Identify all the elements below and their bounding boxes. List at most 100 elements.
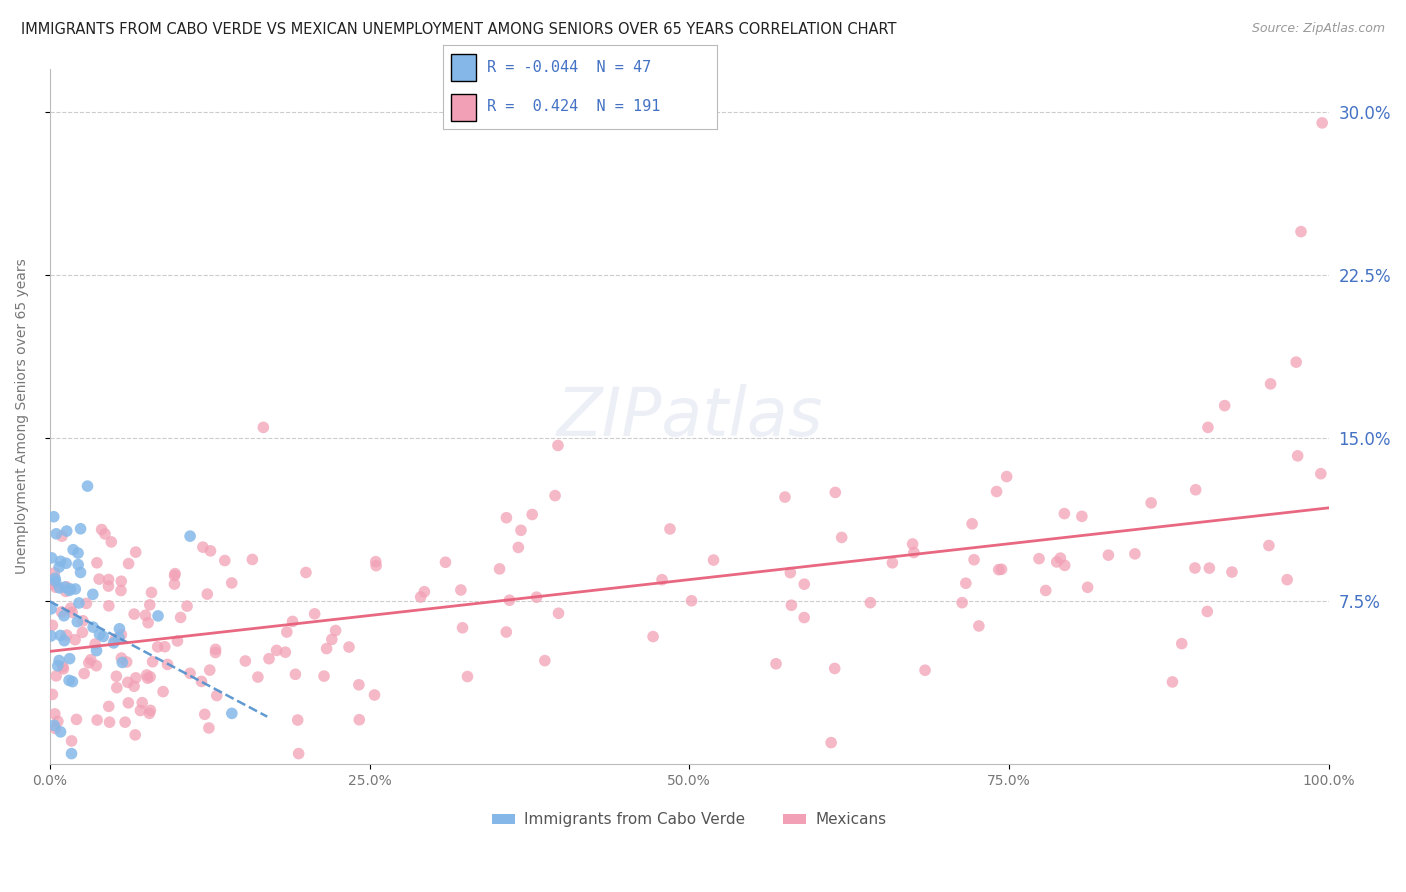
Point <box>129 704 152 718</box>
Point <box>44 706 66 721</box>
Point <box>51 529 73 543</box>
Point <box>59 601 82 615</box>
Point <box>221 576 243 591</box>
Point <box>987 563 1010 577</box>
Point <box>526 590 548 604</box>
Point <box>1140 496 1163 510</box>
Point <box>451 621 474 635</box>
Point <box>179 529 201 543</box>
Point <box>495 510 517 524</box>
Point <box>859 596 882 610</box>
Point <box>963 552 986 566</box>
Point <box>257 651 280 665</box>
Point <box>49 554 72 568</box>
Point <box>780 599 803 613</box>
Point <box>91 630 114 644</box>
Point <box>1053 558 1076 573</box>
Point <box>84 658 107 673</box>
Point <box>153 640 176 654</box>
Point <box>641 630 664 644</box>
Point <box>510 524 533 538</box>
Point <box>125 545 148 559</box>
Point <box>87 572 110 586</box>
Point <box>59 582 82 596</box>
Point <box>295 566 318 580</box>
Point <box>204 642 226 657</box>
Point <box>534 654 557 668</box>
Point <box>100 535 122 549</box>
Point <box>163 568 186 582</box>
Point <box>163 577 186 591</box>
Point <box>110 628 132 642</box>
Point <box>1123 547 1146 561</box>
Point <box>139 670 162 684</box>
Point <box>142 655 165 669</box>
Point <box>1077 580 1099 594</box>
Point <box>508 541 530 555</box>
Point <box>110 651 132 665</box>
Point <box>45 574 67 589</box>
Point <box>1184 561 1206 575</box>
Point <box>195 587 218 601</box>
Text: R =  0.424  N = 191: R = 0.424 N = 191 <box>486 99 661 114</box>
Point <box>488 562 510 576</box>
Point <box>76 479 98 493</box>
Point <box>204 646 226 660</box>
Point <box>86 556 108 570</box>
Point <box>1286 449 1309 463</box>
Point <box>364 555 387 569</box>
Point <box>409 590 432 604</box>
Point <box>955 576 977 591</box>
Point <box>1170 637 1192 651</box>
Point <box>97 573 120 587</box>
Point <box>146 608 169 623</box>
Point <box>60 747 83 761</box>
Point <box>65 582 87 596</box>
Point <box>198 721 221 735</box>
Point <box>191 540 214 554</box>
Point <box>284 667 307 681</box>
Point <box>58 583 80 598</box>
Point <box>67 596 90 610</box>
Point <box>73 666 96 681</box>
Point <box>456 669 478 683</box>
Point <box>413 584 436 599</box>
Point <box>287 713 309 727</box>
Point <box>1161 674 1184 689</box>
Point <box>60 605 83 619</box>
Point <box>55 580 77 594</box>
Point <box>190 674 212 689</box>
FancyBboxPatch shape <box>451 94 475 120</box>
Point <box>110 574 132 589</box>
Text: Source: ZipAtlas.com: Source: ZipAtlas.com <box>1251 22 1385 36</box>
Point <box>995 469 1018 483</box>
Point <box>312 669 335 683</box>
Point <box>125 671 148 685</box>
Point <box>1285 355 1308 369</box>
Point <box>117 696 139 710</box>
Point <box>522 508 544 522</box>
Point <box>824 661 846 675</box>
Point <box>131 696 153 710</box>
Point <box>44 566 66 580</box>
Point <box>86 643 108 657</box>
Point <box>117 675 139 690</box>
Point <box>45 669 67 683</box>
Point <box>97 599 120 613</box>
Point <box>62 542 84 557</box>
Point <box>240 552 263 566</box>
Legend: Immigrants from Cabo Verde, Mexicans: Immigrants from Cabo Verde, Mexicans <box>486 806 893 833</box>
Text: IMMIGRANTS FROM CABO VERDE VS MEXICAN UNEMPLOYMENT AMONG SENIORS OVER 65 YEARS C: IMMIGRANTS FROM CABO VERDE VS MEXICAN UN… <box>21 22 897 37</box>
Point <box>49 724 72 739</box>
Point <box>366 558 388 573</box>
Point <box>52 662 75 676</box>
Point <box>221 706 243 721</box>
Point <box>122 607 145 621</box>
Point <box>41 577 63 591</box>
Point <box>134 608 156 623</box>
Point <box>252 420 274 434</box>
Point <box>114 715 136 730</box>
Point <box>55 524 77 538</box>
Point <box>52 608 75 623</box>
Point <box>450 582 472 597</box>
